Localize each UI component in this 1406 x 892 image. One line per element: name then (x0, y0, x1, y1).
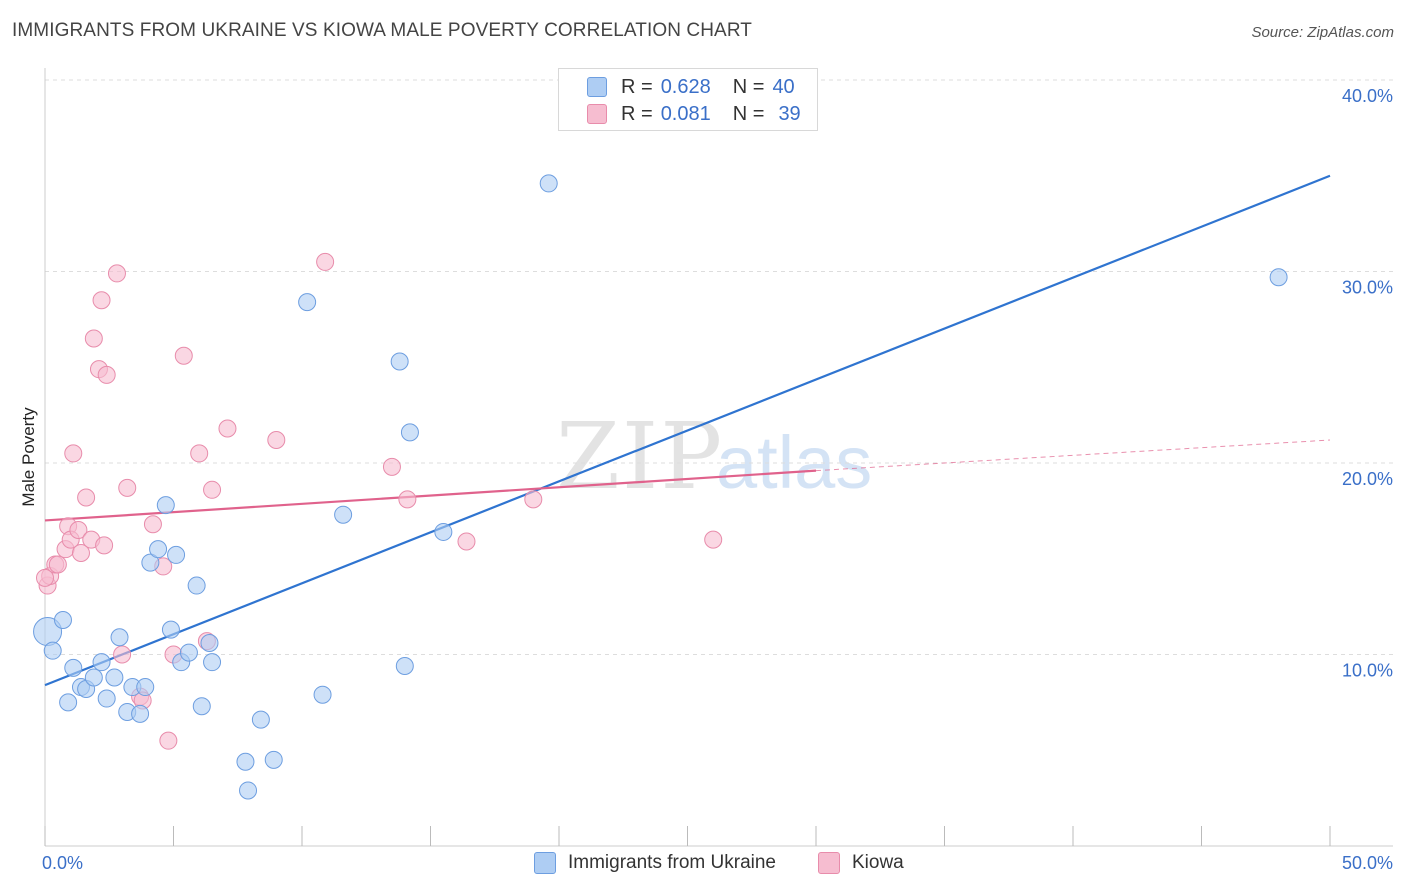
point-kiowa (92, 291, 111, 310)
point-kiowa (113, 645, 132, 664)
x-tick-label: 0.0% (42, 853, 83, 873)
point-ukraine (105, 668, 124, 687)
point-ukraine (334, 505, 353, 524)
point-kiowa (107, 264, 126, 283)
point-ukraine (136, 678, 155, 697)
point-ukraine (434, 522, 453, 541)
point-ukraine (84, 668, 103, 687)
legend-row-ukraine: R = 0.628 N = 40 (587, 75, 795, 99)
point-kiowa (316, 252, 335, 271)
point-kiowa (97, 365, 116, 384)
legend-swatch-kiowa (587, 104, 607, 124)
legend-row-kiowa: R = 0.081 N = 39 (587, 102, 801, 126)
point-ukraine (110, 628, 129, 647)
point-kiowa (174, 346, 193, 365)
point-ukraine (1269, 268, 1288, 287)
point-kiowa (457, 532, 476, 551)
point-ukraine (236, 752, 255, 771)
point-kiowa (203, 480, 222, 499)
series-label-ukraine: Immigrants from Ukraine (568, 852, 776, 873)
point-kiowa (267, 431, 286, 450)
point-ukraine (203, 653, 222, 672)
legend-swatch-ukraine (587, 77, 607, 97)
point-ukraine (64, 658, 83, 677)
point-kiowa (159, 731, 178, 750)
y-tick-label: 30.0% (1342, 278, 1393, 298)
point-ukraine (156, 496, 175, 515)
point-kiowa (71, 544, 90, 563)
point-kiowa (382, 457, 401, 476)
chart-source: Source: ZipAtlas.com (1251, 24, 1394, 41)
point-ukraine (149, 540, 168, 559)
point-ukraine (539, 174, 558, 193)
legend-n-label: N = (732, 75, 765, 98)
point-ukraine (298, 293, 317, 312)
trendlines (44, 174, 1331, 687)
point-kiowa (118, 478, 137, 497)
point-kiowa (48, 555, 67, 574)
gridlines (45, 79, 1395, 655)
chart-title: IMMIGRANTS FROM UKRAINE VS KIOWA MALE PO… (12, 20, 753, 41)
legend-n-label: N = (732, 102, 765, 125)
point-ukraine (192, 697, 211, 716)
data-points (33, 174, 1288, 800)
point-ukraine (161, 620, 180, 639)
legend-r-label: R = (621, 102, 653, 125)
y-tick-label: 10.0% (1342, 661, 1393, 681)
point-ukraine (131, 704, 150, 723)
point-kiowa (69, 521, 88, 540)
y-tick-label: 20.0% (1342, 469, 1393, 489)
point-ukraine (97, 689, 116, 708)
point-ukraine (141, 553, 160, 572)
point-ukraine (59, 693, 78, 712)
point-kiowa (95, 536, 114, 555)
point-kiowa (218, 419, 237, 438)
point-ukraine (395, 656, 414, 675)
point-ukraine (92, 653, 111, 672)
point-ukraine (390, 352, 409, 371)
point-kiowa (704, 530, 723, 549)
point-ukraine (179, 643, 198, 662)
y-axis-label: Male Poverty (19, 407, 38, 507)
point-kiowa (143, 515, 162, 534)
series-label-kiowa: Kiowa (852, 852, 904, 873)
legend-r-value: 0.628 (660, 75, 711, 98)
trendline-kiowa (44, 469, 817, 522)
point-kiowa (524, 490, 543, 509)
point-ukraine (53, 611, 72, 630)
point-ukraine (167, 545, 186, 564)
y-tick-label: 40.0% (1342, 86, 1393, 106)
legend-n-value: 39 (778, 102, 801, 125)
watermark-zip: ZIP (556, 403, 724, 510)
point-ukraine (239, 781, 258, 800)
series-legend-ukraine: Immigrants from Ukraine (534, 852, 776, 874)
x-tick-label: 50.0% (1342, 853, 1393, 873)
point-kiowa (84, 329, 103, 348)
series-legend-kiowa: Kiowa (818, 852, 904, 874)
point-ukraine (251, 710, 270, 729)
point-ukraine (43, 641, 62, 660)
point-kiowa (190, 444, 209, 463)
legend-n-value: 40 (772, 75, 795, 98)
point-ukraine (313, 685, 332, 704)
series-swatch-kiowa (818, 852, 840, 874)
trendline-ukraine (44, 174, 1331, 687)
series-legend: Immigrants from Ukraine Kiowa (0, 852, 1406, 878)
point-ukraine (187, 576, 206, 595)
series-swatch-ukraine (534, 852, 556, 874)
point-ukraine (200, 634, 219, 653)
point-kiowa (64, 444, 83, 463)
legend-r-value: 0.081 (660, 102, 711, 125)
stats-legend: R = 0.628 N = 40 R = 0.081 N = 39 (558, 68, 818, 131)
point-ukraine (400, 423, 419, 442)
point-kiowa (77, 488, 96, 507)
trendline-kiowa-extrapolated (815, 439, 1331, 472)
legend-r-label: R = (621, 75, 653, 98)
axes (44, 68, 1393, 847)
point-ukraine (264, 750, 283, 769)
point-kiowa (398, 490, 417, 509)
tick-labels: 10.0% 20.0% 30.0% 40.0% 0.0% 50.0% (42, 86, 1393, 873)
point-kiowa (36, 568, 54, 587)
